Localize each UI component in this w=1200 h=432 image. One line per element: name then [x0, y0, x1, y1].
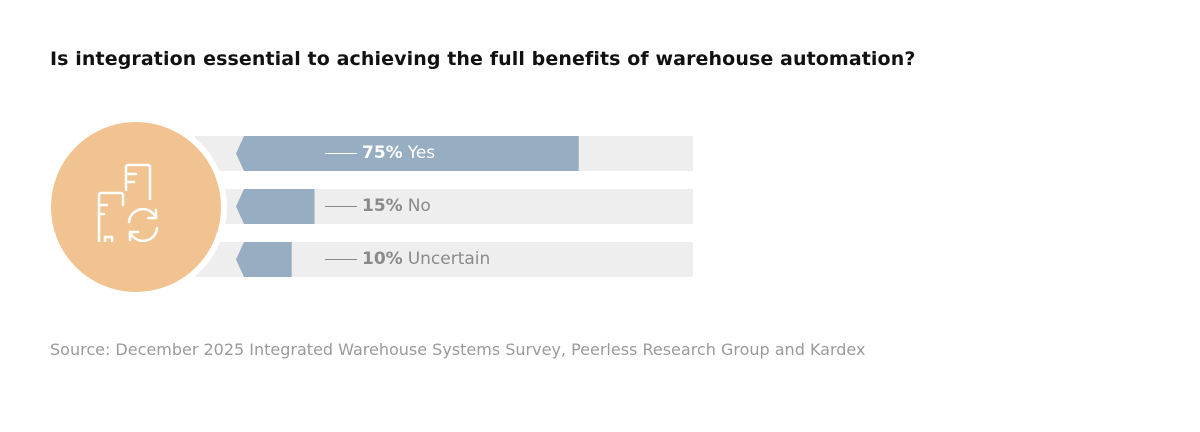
category-label: Uncertain	[407, 249, 491, 269]
category-label: No	[407, 196, 431, 216]
label-dash	[325, 206, 357, 207]
value-label: 75%	[362, 143, 403, 163]
bar-no	[236, 189, 315, 224]
data-label: 10% Uncertain	[325, 242, 490, 277]
icon-circle	[45, 116, 227, 298]
value-label: 10%	[362, 249, 403, 269]
chart-title: Is integration essential to achieving th…	[50, 48, 916, 70]
label-dash	[325, 259, 357, 260]
bar-yes	[236, 136, 579, 171]
buildings-sync-icon	[97, 163, 159, 242]
label-dash	[325, 153, 357, 154]
bar-uncertain	[236, 242, 292, 277]
value-label: 15%	[362, 196, 403, 216]
source-note: Source: December 2025 Integrated Warehou…	[50, 340, 866, 359]
data-label: 75% Yes	[325, 136, 435, 171]
category-label: Yes	[407, 143, 436, 163]
data-label: 15% No	[325, 189, 431, 224]
